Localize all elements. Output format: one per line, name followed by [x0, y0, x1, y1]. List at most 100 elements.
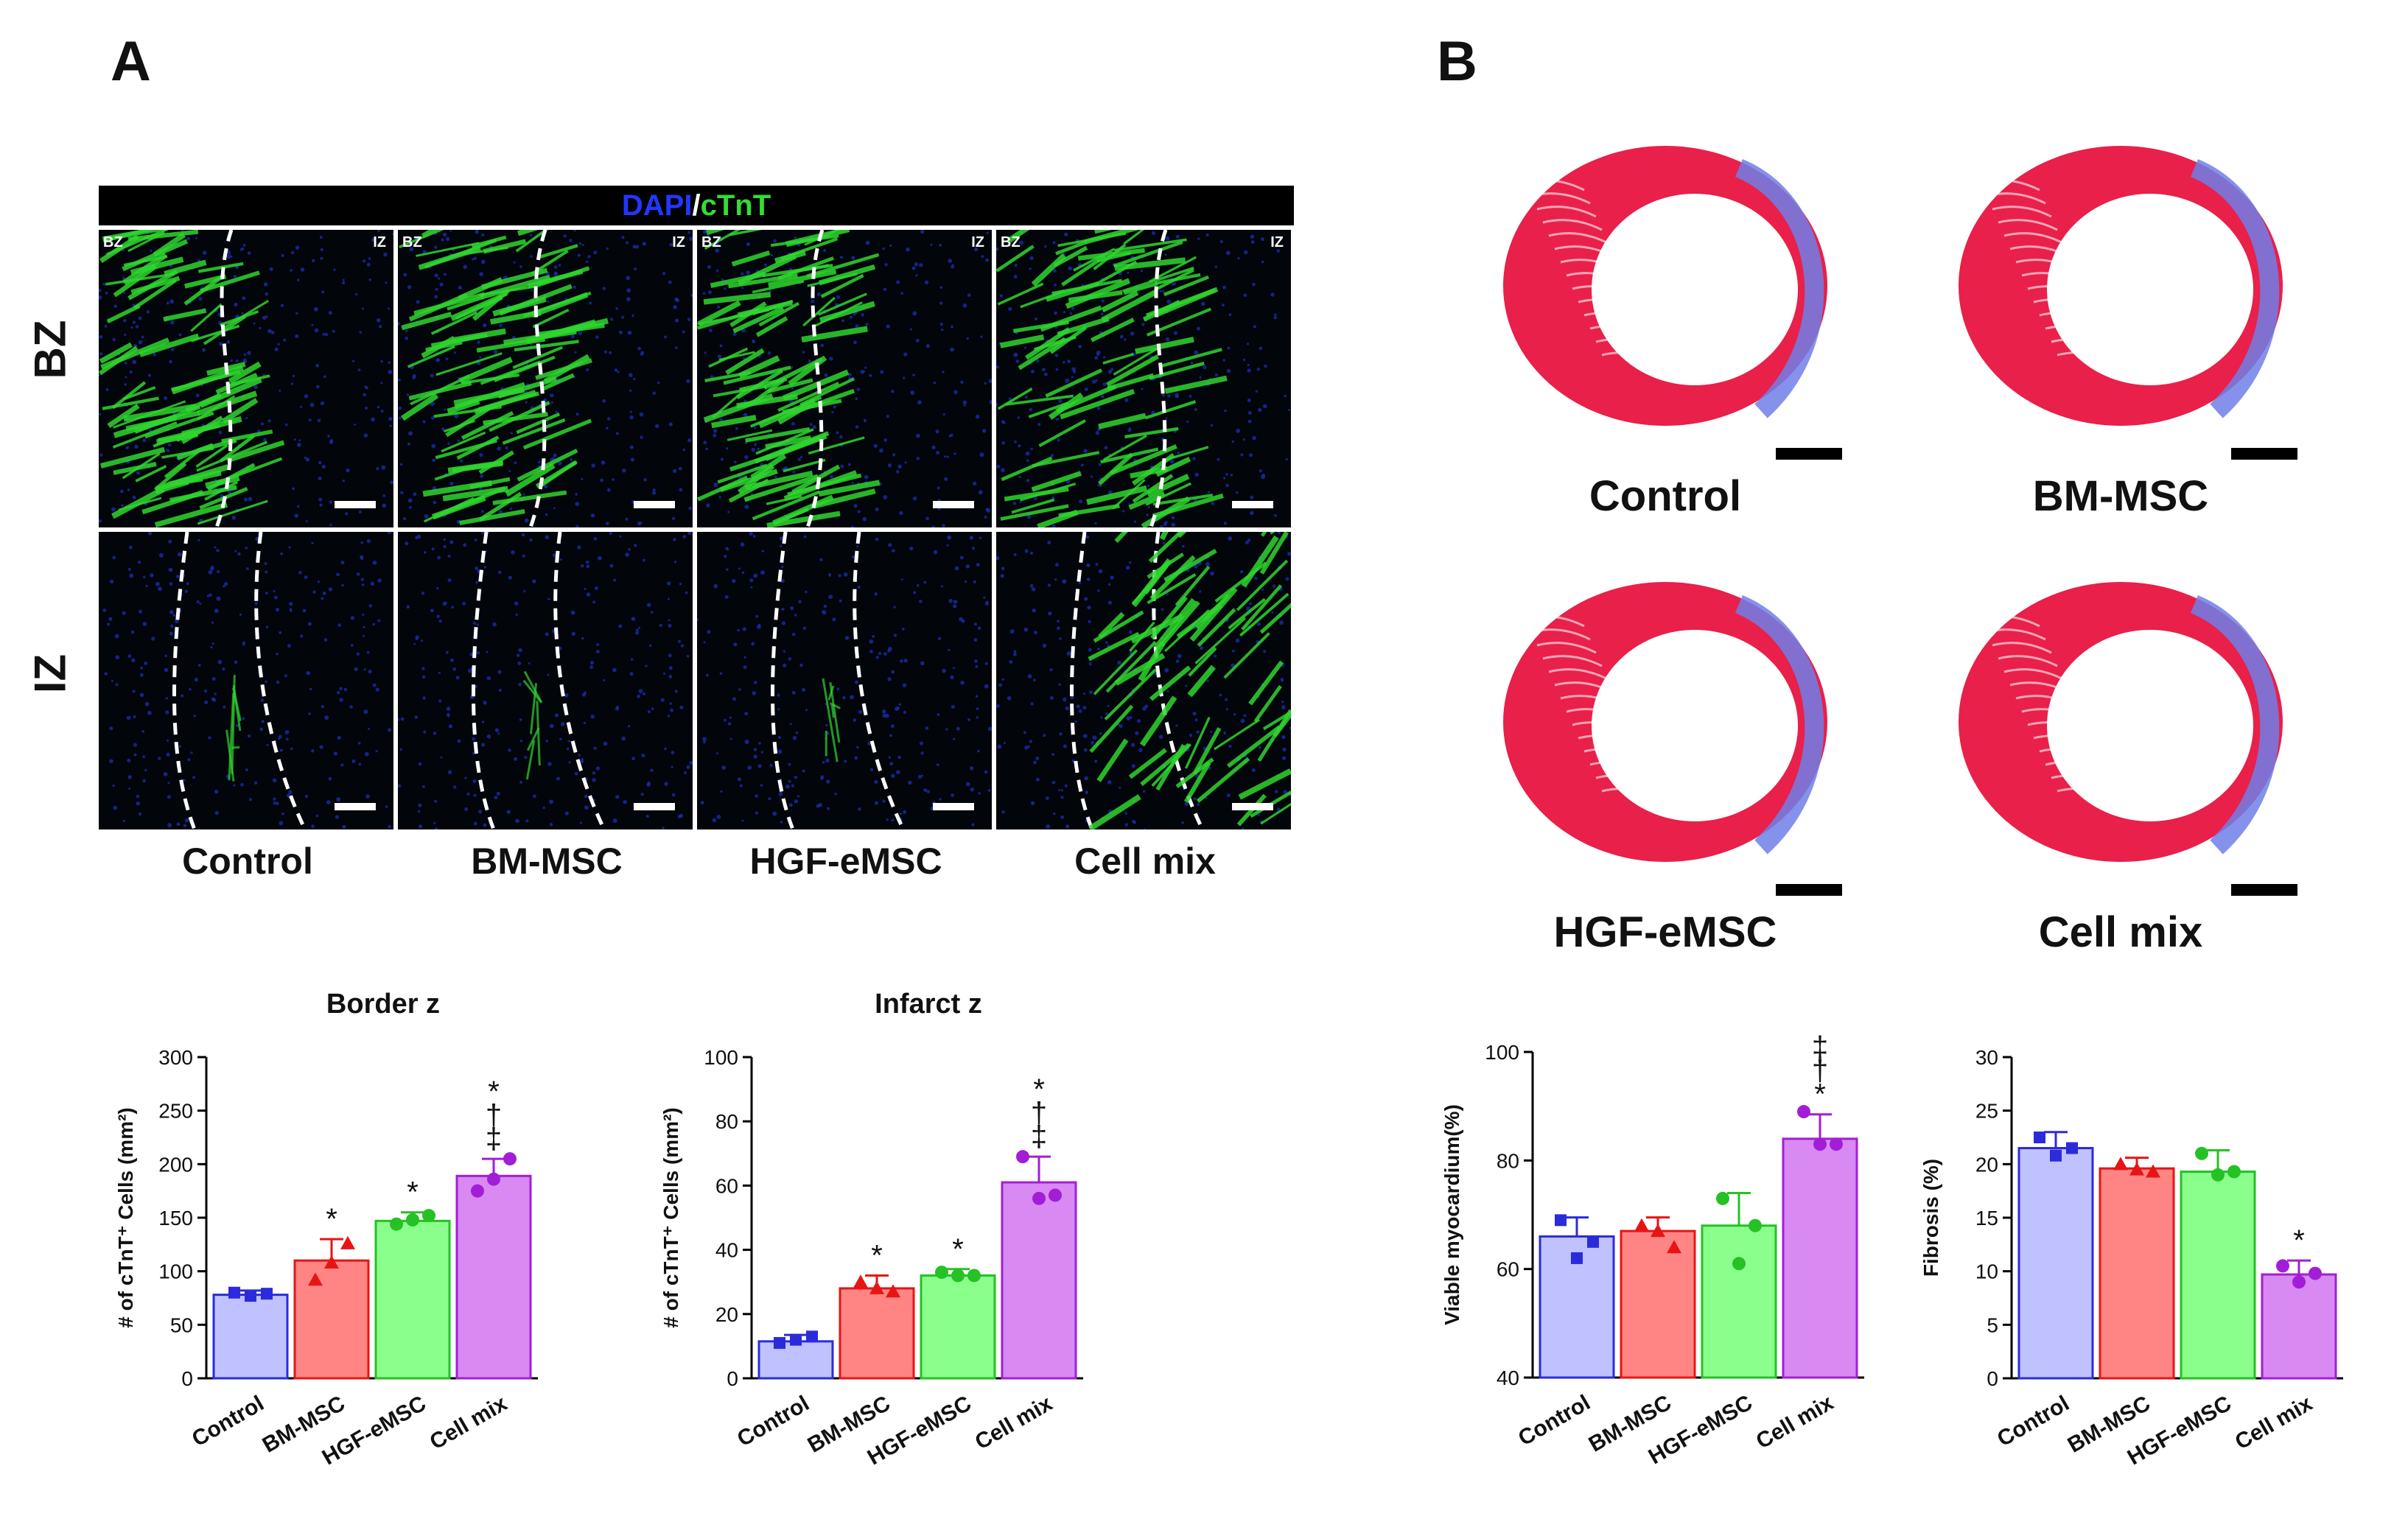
bar-cell-mix	[1782, 1137, 1858, 1379]
heart-label-cell-mix: Cell mix	[2038, 908, 2203, 956]
significance-mark: ‡	[486, 1123, 502, 1155]
y-tick-label: 200	[158, 1153, 193, 1176]
micrograph-iz-control	[99, 532, 393, 829]
bar-hgf-emsc	[920, 1274, 996, 1380]
data-point	[2276, 1259, 2289, 1273]
micrograph-bz-hgf-emsc: BZ IZ	[697, 230, 992, 527]
x-tick-label: Control	[1993, 1391, 2073, 1451]
y-tick-label: 80	[715, 1110, 738, 1133]
heart-label-hgf-emsc: HGF-eMSC	[1553, 908, 1777, 956]
y-tick-label: 0	[1987, 1367, 1998, 1390]
data-point	[2292, 1275, 2306, 1289]
panel-b-label: B	[1437, 30, 1477, 93]
data-point	[967, 1269, 981, 1283]
data-point	[324, 1255, 339, 1269]
corner-label-iz: IZ	[373, 234, 386, 250]
y-tick-label: 15	[1975, 1207, 1998, 1229]
significance-mark: †	[1812, 1055, 1828, 1087]
y-tick-label: 100	[1485, 1041, 1519, 1064]
y-axis-label: # of cTnT⁺ Cells (mm²)	[659, 1107, 682, 1327]
data-point	[2211, 1168, 2225, 1182]
y-tick-label: 25	[1975, 1100, 1998, 1123]
bar-cell-mix	[2261, 1273, 2337, 1380]
data-point	[487, 1172, 500, 1186]
data-point	[1651, 1224, 1665, 1238]
y-tick-label: 80	[1497, 1149, 1519, 1172]
group-label-bm-msc: BM-MSC	[471, 841, 623, 882]
data-point	[1016, 1150, 1029, 1164]
data-point	[2129, 1162, 2144, 1176]
group-label-control: Control	[182, 841, 313, 882]
significance-mark: †	[486, 1099, 502, 1132]
y-tick-label: 100	[158, 1260, 193, 1283]
data-point	[774, 1337, 785, 1350]
heart-label-control: Control	[1589, 472, 1742, 520]
y-tick-label: 0	[181, 1367, 193, 1390]
data-point	[1813, 1137, 1827, 1151]
data-point	[1587, 1235, 1599, 1248]
y-tick-label: 5	[1987, 1313, 1998, 1336]
bar-bm-msc	[2099, 1167, 2175, 1380]
significance-mark: *	[952, 1233, 964, 1266]
data-point	[503, 1152, 517, 1166]
data-point	[869, 1280, 884, 1294]
x-tick-label: Control	[188, 1391, 268, 1451]
stain-banner: DAPI/cTnT	[99, 186, 1294, 225]
y-tick-label: 50	[170, 1313, 193, 1336]
bar-cell-mix	[455, 1174, 532, 1380]
data-point	[1749, 1218, 1762, 1232]
x-tick-label: Cell mix	[971, 1391, 1057, 1454]
bar-control	[757, 1340, 834, 1380]
bar-chart-infarct-zone: 0 20 40 60 80 100 # of cTnT⁺ Cells (mm²) Contro…	[659, 1046, 1083, 1470]
x-tick-label: Control	[1514, 1390, 1595, 1450]
group-label-cell-mix: Cell mix	[1074, 841, 1216, 882]
data-point	[1830, 1137, 1843, 1151]
y-tick-label: 0	[727, 1367, 738, 1390]
data-point	[390, 1217, 403, 1231]
bar-control	[212, 1294, 289, 1380]
data-point	[1049, 1188, 1062, 1202]
significance-mark: *	[871, 1239, 883, 1271]
significance-mark: †	[1031, 1097, 1047, 1129]
significance-mark: *	[488, 1076, 500, 1108]
y-tick-label: 250	[158, 1100, 193, 1123]
panel-a-label: A	[111, 30, 151, 93]
x-tick-label: Cell mix	[1752, 1390, 1838, 1453]
corner-label-bz: BZ	[103, 234, 123, 250]
data-point	[340, 1235, 355, 1249]
x-tick-label: Cell mix	[426, 1391, 511, 1454]
corner-label-iz: IZ	[971, 234, 984, 250]
x-tick-label: Control	[733, 1391, 813, 1451]
data-point	[261, 1288, 273, 1300]
significance-mark: *	[1814, 1078, 1826, 1111]
chart-title-infarct: Infarct z	[875, 989, 982, 1020]
micrograph-bz-control: BZ IZ	[99, 230, 393, 527]
data-point	[2034, 1132, 2045, 1143]
data-point	[853, 1274, 868, 1288]
data-point	[806, 1330, 818, 1343]
stain-ctnt-label: cTnT	[700, 189, 771, 222]
micrograph-bz-cell-mix: BZ IZ	[996, 230, 1291, 527]
significance-mark: ‡	[1031, 1120, 1047, 1153]
significance-mark: *	[2293, 1224, 2305, 1257]
data-point	[2195, 1146, 2208, 1160]
data-point	[935, 1266, 948, 1280]
data-point	[2227, 1165, 2241, 1179]
y-axis-label: Viable myocardium(%)	[1441, 1104, 1463, 1325]
data-point	[790, 1333, 802, 1346]
corner-label-iz: IZ	[672, 234, 685, 250]
heart-label-bm-msc: BM-MSC	[2032, 472, 2209, 520]
stain-dapi-label: DAPI	[621, 189, 693, 222]
heart-section-control	[1503, 146, 1842, 460]
data-point	[406, 1213, 419, 1227]
significance-mark: *	[407, 1176, 419, 1209]
data-point	[1555, 1214, 1567, 1227]
significance-mark: *	[1033, 1073, 1045, 1106]
bar-cell-mix	[1001, 1181, 1077, 1380]
micrograph-iz-hgf-emsc	[697, 532, 992, 829]
bar-hgf-emsc	[1701, 1224, 1777, 1379]
data-point	[2146, 1164, 2160, 1178]
data-point	[308, 1272, 323, 1286]
y-tick-label: 40	[715, 1239, 738, 1262]
